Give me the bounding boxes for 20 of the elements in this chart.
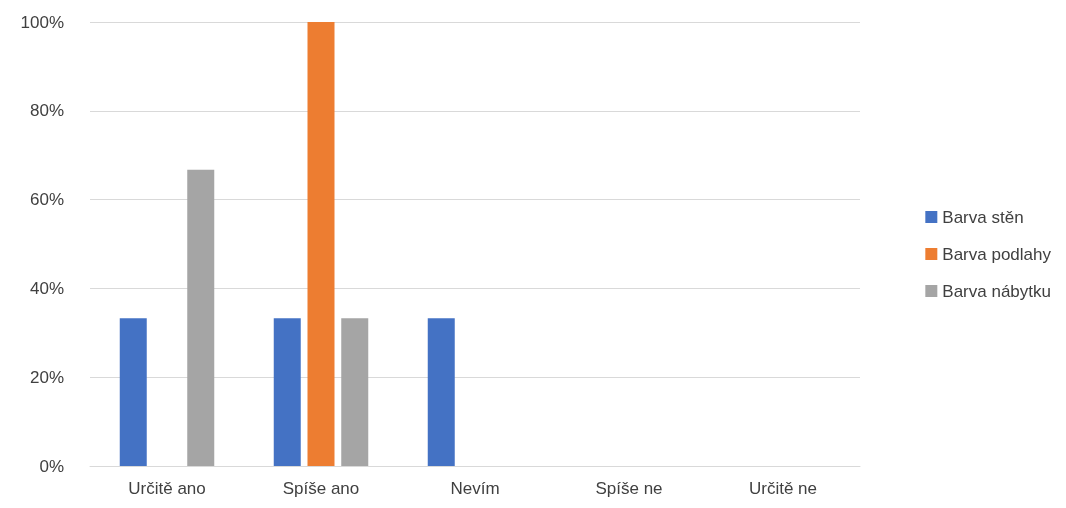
x-tick-label: Spíše ne <box>595 479 663 498</box>
y-tick-label: 100% <box>20 12 64 32</box>
x-tick-label: Spíše ano <box>282 479 360 498</box>
y-tick-label: 20% <box>29 367 64 387</box>
bar <box>341 318 369 466</box>
legend-label: Barva stěn <box>942 207 1024 227</box>
bar <box>427 318 455 466</box>
y-tick-label: 0% <box>39 456 64 476</box>
bar <box>119 318 147 466</box>
bar <box>307 22 335 466</box>
y-tick-label: 60% <box>29 190 64 210</box>
bar <box>273 318 301 466</box>
x-tick-label: Nevím <box>450 479 500 498</box>
y-tick-label: 80% <box>29 101 64 121</box>
legend-label: Barva podlahy <box>942 244 1052 264</box>
x-tick-label: Určitě ne <box>748 479 818 498</box>
legend-label: Barva nábytku <box>942 281 1052 301</box>
bar <box>187 169 215 466</box>
x-tick-label: Určitě ano <box>128 479 206 498</box>
y-tick-label: 40% <box>29 278 64 298</box>
